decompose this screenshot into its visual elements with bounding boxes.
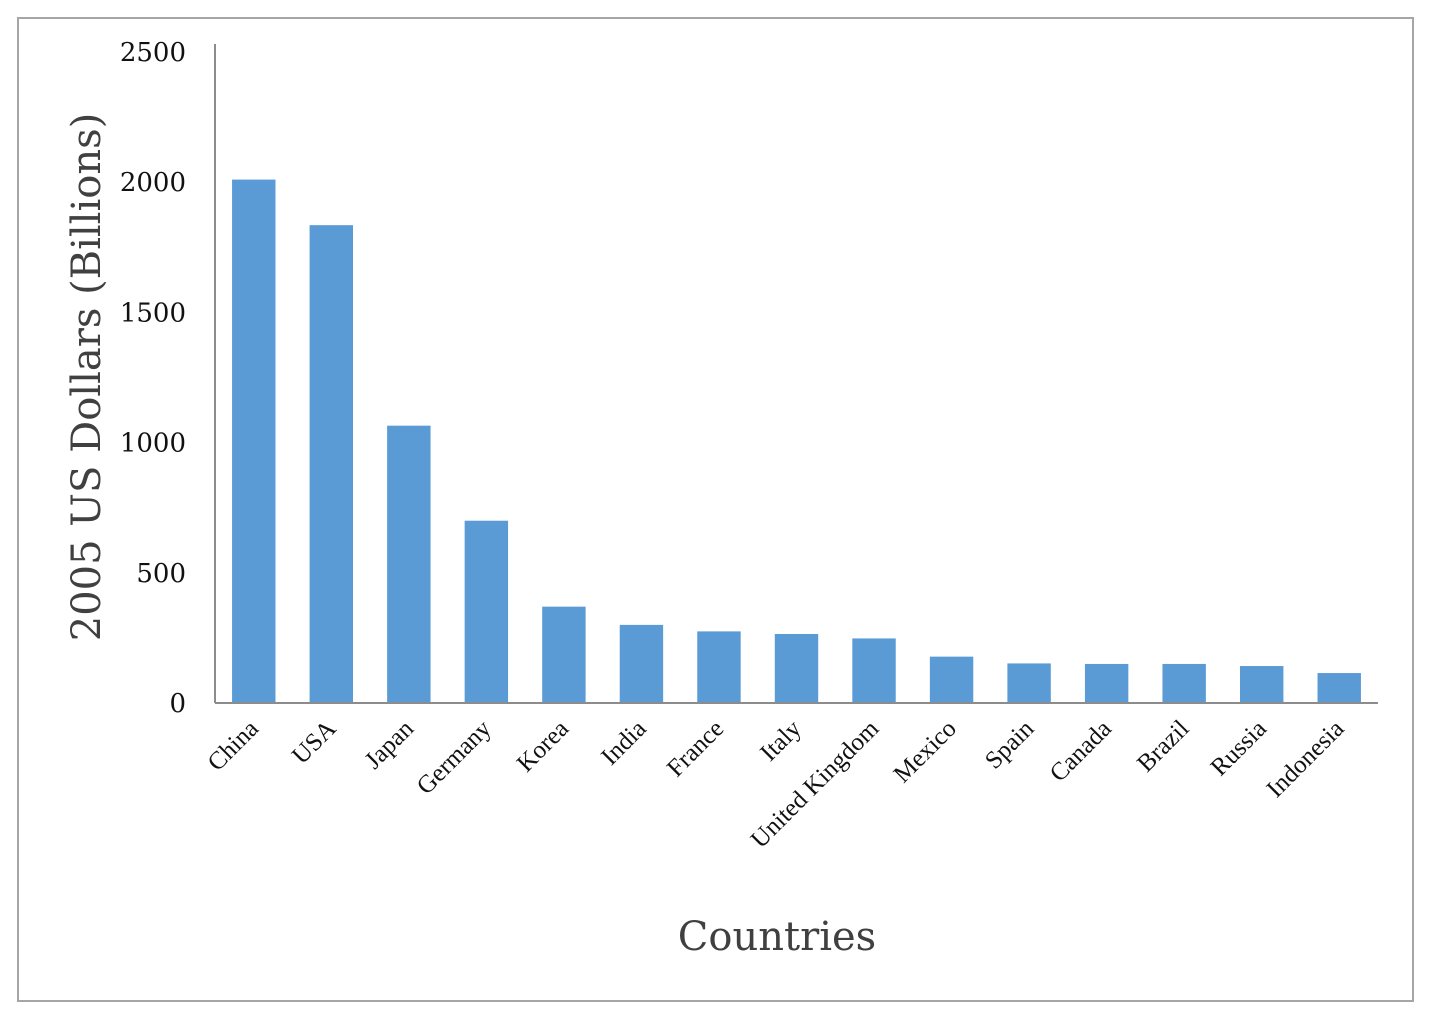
bar-korea [542, 606, 586, 703]
x-tick-label: Italy [755, 715, 807, 767]
bar-usa [309, 225, 354, 703]
x-tick-label: Indonesia [1262, 715, 1350, 803]
x-tick-label: Russia [1206, 715, 1272, 781]
bar-spain [1007, 663, 1051, 703]
y-tick-label: 2000 [120, 168, 186, 198]
x-tick-label: USA [287, 715, 341, 769]
x-axis-title: Countries [678, 914, 876, 960]
bar-japan [387, 425, 431, 703]
bars-group [232, 179, 1361, 703]
bar-germany [464, 520, 509, 703]
x-tick-label: Germany [412, 715, 497, 800]
y-tick-label: 1500 [120, 298, 186, 328]
bar-france [697, 631, 741, 703]
bar-brazil [1162, 663, 1206, 703]
bar-indonesia [1317, 673, 1361, 703]
bar-china [232, 179, 276, 703]
y-axis-title: 2005 US Dollars (Billions) [64, 113, 110, 641]
x-tick-label: India [596, 715, 651, 770]
x-tick-label: Brazil [1132, 715, 1194, 777]
y-tick-label: 2500 [120, 38, 186, 68]
x-tick-label: Japan [360, 715, 420, 775]
bar-italy [774, 633, 819, 703]
x-tick-label: France [662, 715, 729, 782]
bar-russia [1239, 666, 1284, 703]
x-tick-label: Spain [980, 715, 1040, 775]
x-tick-label: Canada [1045, 715, 1117, 787]
bar-india [619, 624, 664, 703]
y-tick-label: 0 [169, 689, 186, 719]
bar-united-kingdom [852, 638, 896, 703]
x-tick-label: Mexico [889, 715, 962, 788]
y-tick-label: 1000 [120, 429, 186, 459]
y-tick-labels: 0 500 1000 1500 2000 2500 [120, 38, 186, 719]
y-tick-label: 500 [136, 559, 186, 589]
bar-mexico [929, 656, 974, 703]
bar-canada [1084, 663, 1129, 703]
x-tick-label: China [203, 715, 264, 776]
x-tick-label: Korea [512, 715, 574, 777]
